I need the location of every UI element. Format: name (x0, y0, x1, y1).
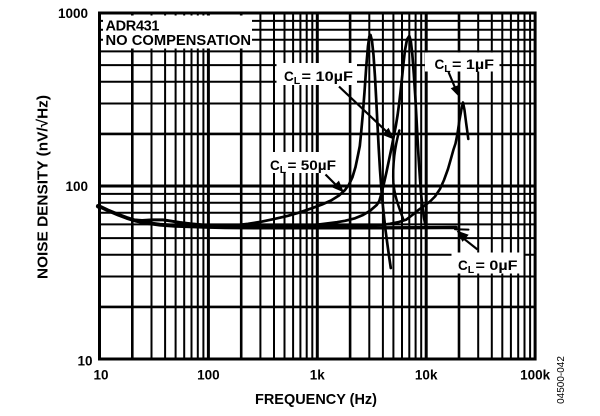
svg-text:100k: 100k (520, 368, 551, 383)
svg-text:100: 100 (65, 179, 88, 194)
svg-text:NO COMPENSATION: NO COMPENSATION (106, 33, 252, 49)
svg-text:= 10µF: = 10µF (302, 69, 354, 84)
svg-text:= 1µF: = 1µF (452, 57, 494, 72)
svg-text:L: L (444, 63, 451, 75)
svg-text:L: L (280, 164, 287, 176)
svg-text:C: C (270, 158, 280, 173)
svg-text:100: 100 (197, 368, 220, 383)
svg-text:C: C (284, 69, 294, 84)
svg-text:= 0µF: = 0µF (476, 258, 518, 273)
svg-text:= 50µF: = 50µF (288, 158, 337, 173)
svg-text:1000: 1000 (58, 6, 88, 21)
svg-text:L: L (468, 264, 475, 276)
svg-text:NOISE DENSITY (nV/√Hz): NOISE DENSITY (nV/√Hz) (35, 95, 52, 279)
svg-text:ADR431: ADR431 (106, 18, 160, 34)
svg-text:10: 10 (93, 368, 108, 383)
svg-text:FREQUENCY (Hz): FREQUENCY (Hz) (255, 391, 377, 408)
svg-text:L: L (294, 75, 301, 87)
svg-text:C: C (435, 57, 445, 72)
svg-text:1k: 1k (310, 368, 326, 383)
svg-text:10k: 10k (415, 368, 438, 383)
svg-text:10: 10 (77, 354, 92, 369)
svg-text:C: C (458, 258, 468, 273)
svg-text:04500-042: 04500-042 (556, 356, 567, 404)
